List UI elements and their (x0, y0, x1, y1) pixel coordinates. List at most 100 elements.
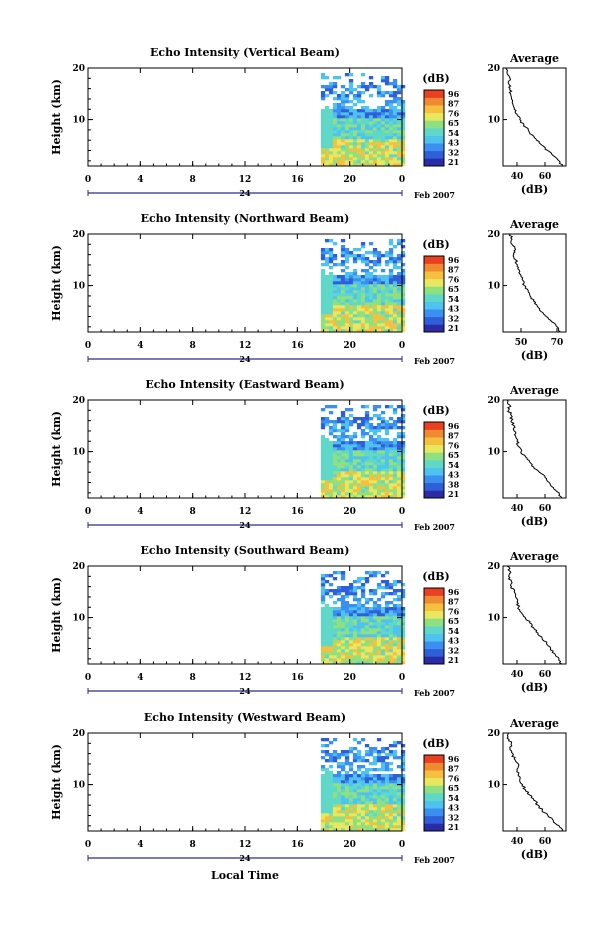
colorbar-swatch (424, 301, 444, 310)
heatmap-cell (332, 658, 338, 662)
heatmap-cell (396, 305, 402, 309)
heatmap-cell (324, 130, 330, 134)
heatmap-cell (388, 816, 394, 820)
colorbar-tick-label: 76 (448, 274, 460, 284)
colorbar-swatch (424, 437, 444, 446)
heatmap-cell (320, 296, 326, 300)
heatmap-cell (392, 741, 398, 745)
heatmap-cell (356, 604, 362, 608)
heatmap-cell (400, 625, 406, 629)
heatmap-cell (376, 738, 382, 742)
heatmap-cell (340, 649, 346, 653)
heatmap-cell (396, 792, 402, 796)
heatmap-cell (320, 589, 326, 593)
heatmap-cell (324, 136, 330, 140)
colorbar-tick-label: 43 (448, 138, 460, 148)
heatmap-cell (380, 326, 386, 330)
heatmap-cell (380, 154, 386, 158)
heatmap-cell (400, 130, 406, 134)
heatmap-cell (332, 296, 338, 300)
heatmap-cell (368, 643, 374, 647)
heatmap-cell (324, 462, 330, 466)
heatmap-cell (332, 480, 338, 484)
heatmap-cell (400, 759, 406, 763)
heatmap-cell (384, 792, 390, 796)
heatmap-cell (324, 580, 330, 584)
heatmap-cell (388, 103, 394, 107)
heatmap-cell (320, 302, 326, 306)
heatmap-cell (332, 589, 338, 593)
heatmap-cell (400, 477, 406, 481)
heatmap-cell (360, 810, 366, 814)
heatmap-cell (388, 483, 394, 487)
heatmap-cell (380, 792, 386, 796)
heatmap-cell (392, 619, 398, 623)
heatmap-cell (320, 326, 326, 330)
heatmap-cell (328, 314, 334, 318)
heatmap-cell (368, 296, 374, 300)
heatmap-cell (352, 649, 358, 653)
heatmap-cell (368, 121, 374, 125)
heatmap-cell (364, 290, 370, 294)
heatmap-cell (320, 810, 326, 814)
heatmap-cell (352, 417, 358, 421)
heatmap-cell (352, 828, 358, 832)
heatmap-cell (332, 489, 338, 493)
heatmap-cell (372, 492, 378, 496)
heatmap-cell (372, 163, 378, 167)
heatmap-cell (328, 810, 334, 814)
heatmap-cell (368, 661, 374, 665)
heatmap-cell (336, 492, 342, 496)
profile-unit: (dB) (521, 848, 548, 861)
heatmap-cell (392, 305, 398, 309)
heatmap-cell (324, 816, 330, 820)
heatmap-cell (348, 157, 354, 161)
heatmap-cell (376, 85, 382, 89)
heatmap-cell (352, 118, 358, 122)
heatmap-cell (340, 801, 346, 805)
heatmap-cell (396, 130, 402, 134)
heatmap-cell (376, 450, 382, 454)
heatmap-cell (332, 106, 338, 110)
heatmap-cell (348, 160, 354, 164)
heatmap-cell (372, 774, 378, 778)
heatmap-cell (348, 750, 354, 754)
heatmap-cell (332, 616, 338, 620)
heatmap-cell (384, 813, 390, 817)
heatmap-cell (352, 317, 358, 321)
heatmap-cell (376, 118, 382, 122)
heatmap-cell (372, 622, 378, 626)
y-tick-label: 20 (72, 729, 85, 739)
heatmap-cell (364, 462, 370, 466)
heatmap-cell (368, 789, 374, 793)
heatmap-cell (344, 154, 350, 158)
heatmap-cell (364, 780, 370, 784)
heatmap-cell (396, 260, 402, 264)
x-tick-label: 16 (291, 175, 304, 185)
heatmap-cell (320, 145, 326, 149)
heatmap-cell (332, 91, 338, 95)
heatmap-cell (348, 112, 354, 116)
heatmap-cell (360, 456, 366, 460)
heatmap-cell (364, 293, 370, 297)
heatmap-cell (372, 299, 378, 303)
heatmap-cell (324, 777, 330, 781)
heatmap-cell (320, 819, 326, 823)
heatmap-cell (356, 453, 362, 457)
heatmap-cell (388, 601, 394, 605)
heatmap-cell (400, 118, 406, 122)
heatmap-cell (396, 275, 402, 279)
heatmap-cell (372, 139, 378, 143)
heatmap-cell (368, 483, 374, 487)
heatmap-cell (328, 759, 334, 763)
colorbar-swatch (424, 762, 444, 771)
heatmap-cell (368, 272, 374, 276)
heatmap-cell (368, 750, 374, 754)
heatmap-cell (320, 91, 326, 95)
heatmap-cell (328, 486, 334, 490)
heatmap-cell (384, 142, 390, 146)
heatmap-cell (336, 103, 342, 107)
heatmap-cell (356, 774, 362, 778)
heatmap-cell (372, 610, 378, 614)
heatmap-cell (396, 97, 402, 101)
